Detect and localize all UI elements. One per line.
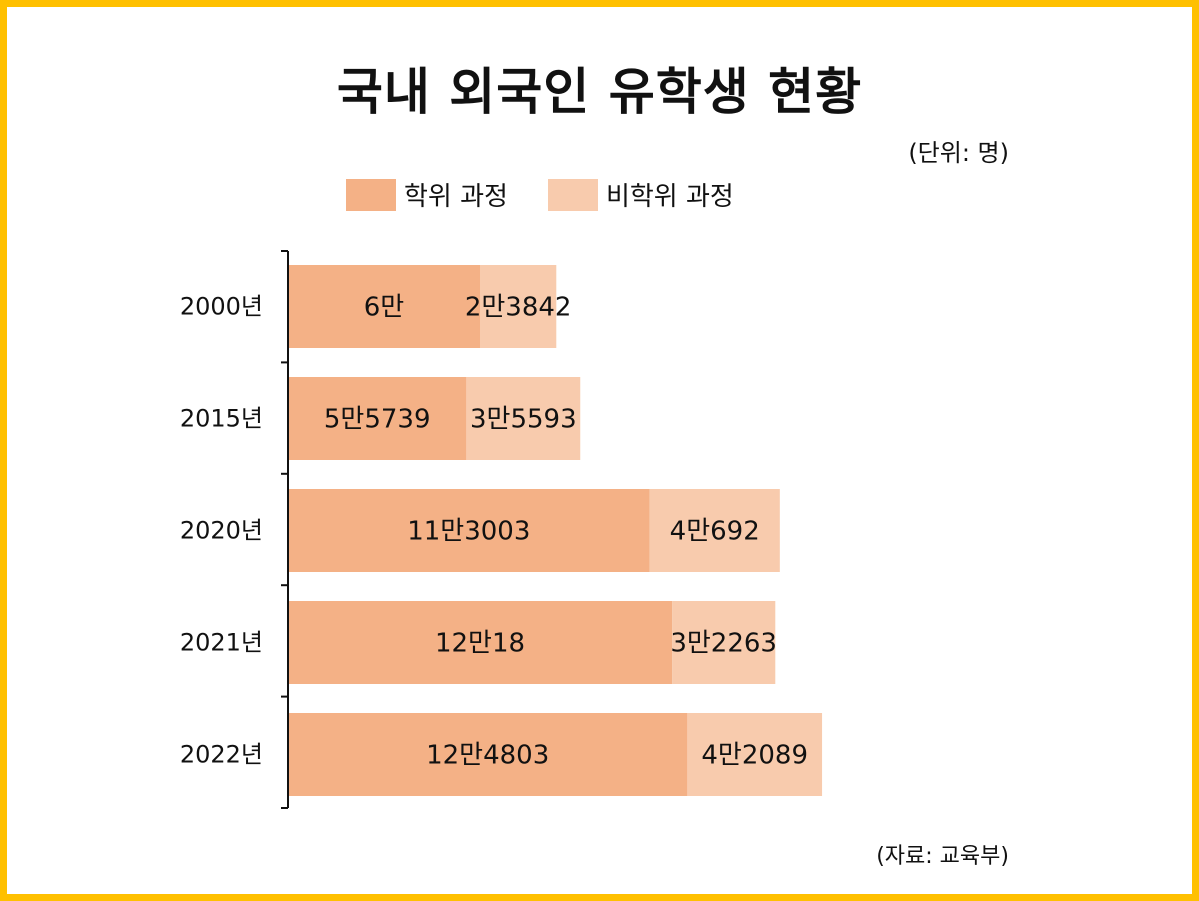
- bar-segment: [466, 377, 581, 460]
- legend-label-degree: 학위 과정: [404, 182, 508, 212]
- bar-segment: [480, 265, 557, 348]
- category-label: 2021년: [180, 629, 263, 657]
- category-label: 2015년: [180, 405, 263, 433]
- legend-item-degree: 학위 과정: [346, 176, 508, 213]
- bar-segment: [288, 377, 467, 460]
- data-label: 12만4803: [426, 741, 549, 771]
- data-label: 3만5593: [470, 405, 577, 435]
- bar-segment: [288, 265, 480, 348]
- category-label: 2022년: [180, 741, 263, 769]
- data-label: 3만2263: [670, 629, 777, 659]
- bar-segment: [649, 489, 780, 572]
- bar-segment: [288, 489, 650, 572]
- bar-segment: [687, 713, 823, 796]
- legend-label-non-degree: 비학위 과정: [605, 182, 734, 212]
- legend-item-non-degree: 비학위 과정: [547, 176, 734, 213]
- bar-segment: [672, 601, 776, 684]
- data-label: 5만5739: [324, 405, 431, 435]
- legend-swatch-non-degree: [547, 178, 598, 211]
- bar-segment: [288, 601, 673, 684]
- data-label: 4만692: [670, 517, 760, 547]
- category-label: 2000년: [180, 293, 263, 321]
- data-label: 12만18: [435, 629, 525, 659]
- unit-note: (단위: 명): [908, 139, 1009, 167]
- data-label: 4만2089: [701, 741, 808, 771]
- legend-swatch-degree: [346, 178, 396, 211]
- category-label: 2020년: [180, 517, 263, 545]
- data-label: 2만3842: [465, 293, 572, 323]
- legend: 학위 과정 비학위 과정: [346, 176, 774, 213]
- source-note: (자료: 교육부): [876, 844, 1009, 869]
- bar-segment: [288, 713, 688, 796]
- chart-title: 국내 외국인 유학생 현황: [336, 63, 863, 121]
- data-label: 11만3003: [407, 517, 530, 547]
- data-label: 6만: [364, 293, 404, 323]
